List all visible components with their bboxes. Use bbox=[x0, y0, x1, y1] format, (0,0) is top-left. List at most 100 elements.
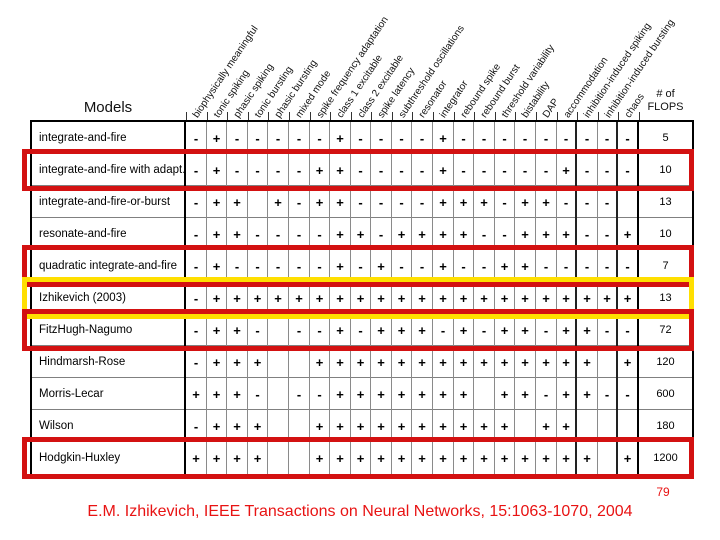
feature-cell-bistability: + bbox=[515, 218, 536, 250]
feature-cell-inhibition-induced-bursting: - bbox=[598, 378, 618, 410]
feature-cell-accommodation: - bbox=[557, 186, 577, 218]
feature-cell-inhibition-induced-bursting bbox=[598, 410, 618, 442]
model-row-hodgkin-huxley: Hodgkin-Huxley + + + + + + + + + + + + + + + + + + +1200 bbox=[32, 442, 692, 474]
model-row-label: Wilson bbox=[32, 410, 186, 442]
feature-cell-tonic-bursting: + bbox=[248, 346, 268, 378]
feature-cell-biophysically-meaningful: - bbox=[186, 122, 207, 154]
feature-cell-tonic-bursting: - bbox=[248, 218, 268, 250]
feature-cell-chaos: + bbox=[618, 282, 639, 314]
feature-cell-rebound-spike: - bbox=[454, 122, 474, 154]
feature-cell-accommodation: + bbox=[557, 154, 577, 186]
feature-cell-spike-frequency-adaptation: + bbox=[310, 346, 330, 378]
model-row-label: quadratic integrate-and-fire bbox=[32, 250, 186, 282]
feature-cell-rebound-spike: + bbox=[454, 442, 474, 474]
flops-value-cell: 600 bbox=[656, 388, 675, 400]
feature-cell-chaos: + bbox=[618, 346, 639, 378]
feature-cell-accommodation: + bbox=[557, 346, 577, 378]
feature-cell-class-1-excitable: + bbox=[330, 282, 351, 314]
feature-cell-chaos: - bbox=[618, 250, 639, 282]
model-row-integrate-and-fire-or-burst: integrate-and-fire-or-burst - + + + - + + - - - - + +… bbox=[32, 186, 692, 218]
feature-cell-inhibition-induced-bursting: - bbox=[598, 186, 618, 218]
feature-cell-inhibition-induced-spiking: - bbox=[577, 122, 598, 154]
model-row-label: integrate-and-fire-or-burst bbox=[32, 186, 186, 218]
feature-cell-spike-frequency-adaptation: - bbox=[310, 378, 330, 410]
feature-cell-phasic-spiking: + bbox=[227, 282, 248, 314]
models-column-title: Models bbox=[83, 99, 133, 116]
feature-cell-class-2-excitable: - bbox=[351, 314, 371, 346]
feature-cell-tonic-spiking: + bbox=[207, 442, 227, 474]
header-tick bbox=[207, 112, 208, 120]
feature-cell-tonic-spiking: + bbox=[207, 282, 227, 314]
feature-cell-resonator: + bbox=[412, 282, 433, 314]
header-tick bbox=[248, 112, 249, 120]
model-row-label: integrate-and-fire with adapt. bbox=[32, 154, 186, 186]
feature-cell-class-2-excitable: + bbox=[351, 346, 371, 378]
flops-value-cell: 10 bbox=[659, 228, 672, 240]
feature-cell-rebound-burst: - bbox=[474, 122, 495, 154]
citation-caption: E.M. Izhikevich, IEEE Transactions on Ne… bbox=[87, 503, 633, 520]
feature-cell-threshold-variability: + bbox=[495, 282, 515, 314]
feature-cell-class-2-excitable: - bbox=[351, 122, 371, 154]
feature-cell-rebound-spike: - bbox=[454, 154, 474, 186]
feature-cell-accommodation: + bbox=[557, 442, 577, 474]
feature-cell-tonic-bursting: + bbox=[248, 410, 268, 442]
header-tick bbox=[433, 112, 434, 120]
feature-cell-bistability: - bbox=[515, 122, 536, 154]
feature-cell-class-1-excitable: + bbox=[330, 378, 351, 410]
feature-cell-inhibition-induced-spiking: + bbox=[577, 442, 598, 474]
flops-value-cell: 5 bbox=[662, 132, 669, 144]
model-row-label: Morris-Lecar bbox=[32, 378, 186, 410]
feature-cell-chaos: + bbox=[618, 218, 639, 250]
feature-cell-inhibition-induced-spiking: - bbox=[577, 186, 598, 218]
feature-cell-inhibition-induced-bursting: - bbox=[598, 154, 618, 186]
feature-cell-integrator: + bbox=[433, 410, 454, 442]
feature-cell-biophysically-meaningful: - bbox=[186, 218, 207, 250]
feature-cell-bistability bbox=[515, 410, 536, 442]
feature-cell-resonator: - bbox=[412, 250, 433, 282]
model-feature-table: integrate-and-fire - + - - - - - + - - - - + - - - - - - - - -… bbox=[30, 120, 694, 476]
header-tick bbox=[495, 112, 496, 120]
model-row-label: FitzHugh-Nagumo bbox=[32, 314, 186, 346]
feature-cell-biophysically-meaningful: - bbox=[186, 186, 207, 218]
feature-cell-inhibition-induced-bursting: - bbox=[598, 314, 618, 346]
feature-cell-accommodation: + bbox=[557, 314, 577, 346]
feature-cell-phasic-bursting bbox=[268, 346, 289, 378]
feature-cell-rebound-spike: + bbox=[454, 346, 474, 378]
feature-cell-integrator: + bbox=[433, 122, 454, 154]
feature-cell-threshold-variability: - bbox=[495, 218, 515, 250]
feature-cell-tonic-spiking: + bbox=[207, 154, 227, 186]
feature-cell-chaos: - bbox=[618, 154, 639, 186]
feature-cell-bistability: + bbox=[515, 314, 536, 346]
feature-cell-spike-latency: - bbox=[371, 218, 392, 250]
flops-value-cell: 180 bbox=[656, 420, 675, 432]
header-tick bbox=[227, 112, 228, 120]
feature-cell-dap: - bbox=[536, 250, 557, 282]
feature-cell-class-1-excitable: + bbox=[330, 314, 351, 346]
feature-cell-phasic-spiking: - bbox=[227, 250, 248, 282]
feature-cell-threshold-variability: - bbox=[495, 122, 515, 154]
model-row-morris-lecar: Morris-Lecar + + + - - - + + + + + + + + + - + + - -600 bbox=[32, 378, 692, 410]
feature-cell-spike-latency: + bbox=[371, 250, 392, 282]
feature-cell-dap: + bbox=[536, 442, 557, 474]
feature-cell-spike-latency: + bbox=[371, 346, 392, 378]
feature-cell-phasic-bursting: - bbox=[268, 122, 289, 154]
feature-cell-subthreshold-oscillations: + bbox=[392, 314, 412, 346]
feature-cell-dap: + bbox=[536, 282, 557, 314]
feature-cell-class-1-excitable: + bbox=[330, 410, 351, 442]
feature-cell-phasic-spiking: + bbox=[227, 378, 248, 410]
feature-cell-rebound-burst: + bbox=[474, 282, 495, 314]
feature-cell-dap: + bbox=[536, 218, 557, 250]
feature-cell-tonic-spiking: + bbox=[207, 410, 227, 442]
feature-cell-tonic-spiking: + bbox=[207, 218, 227, 250]
feature-cell-phasic-spiking: + bbox=[227, 218, 248, 250]
feature-cell-spike-latency: - bbox=[371, 122, 392, 154]
flops-value-cell: 13 bbox=[659, 292, 672, 304]
feature-cell-biophysically-meaningful: - bbox=[186, 282, 207, 314]
header-tick bbox=[268, 112, 269, 120]
header-tick bbox=[598, 112, 599, 120]
feature-cell-class-2-excitable: - bbox=[351, 250, 371, 282]
feature-cell-class-2-excitable: + bbox=[351, 378, 371, 410]
feature-cell-resonator: + bbox=[412, 378, 433, 410]
feature-cell-inhibition-induced-bursting: - bbox=[598, 122, 618, 154]
